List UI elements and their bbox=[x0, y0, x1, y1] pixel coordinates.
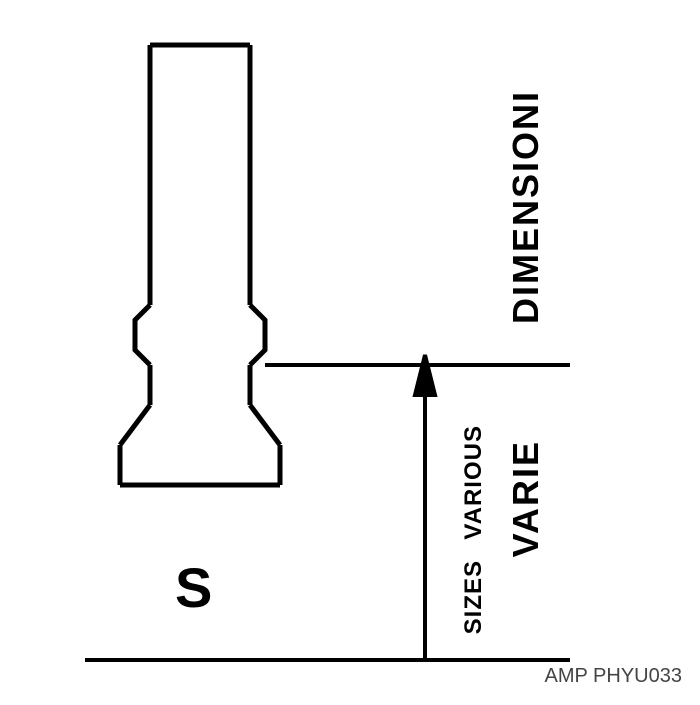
diagram-container: S DIMENSIONI VARIE VARIOUS SIZES AMP PHY… bbox=[0, 0, 700, 700]
valve-diagram-svg bbox=[0, 0, 700, 700]
arrow-up-icon bbox=[415, 355, 435, 395]
dimensioni-label: DIMENSIONI bbox=[505, 90, 547, 324]
sizes-label: SIZES bbox=[460, 560, 488, 634]
dimension-lines bbox=[85, 355, 570, 660]
s-label: S bbox=[175, 555, 212, 620]
various-label: VARIOUS bbox=[460, 425, 488, 540]
valve-shape bbox=[120, 45, 280, 485]
varie-label: VARIE bbox=[505, 440, 547, 557]
caption-label: AMP PHYU033 bbox=[545, 665, 682, 688]
